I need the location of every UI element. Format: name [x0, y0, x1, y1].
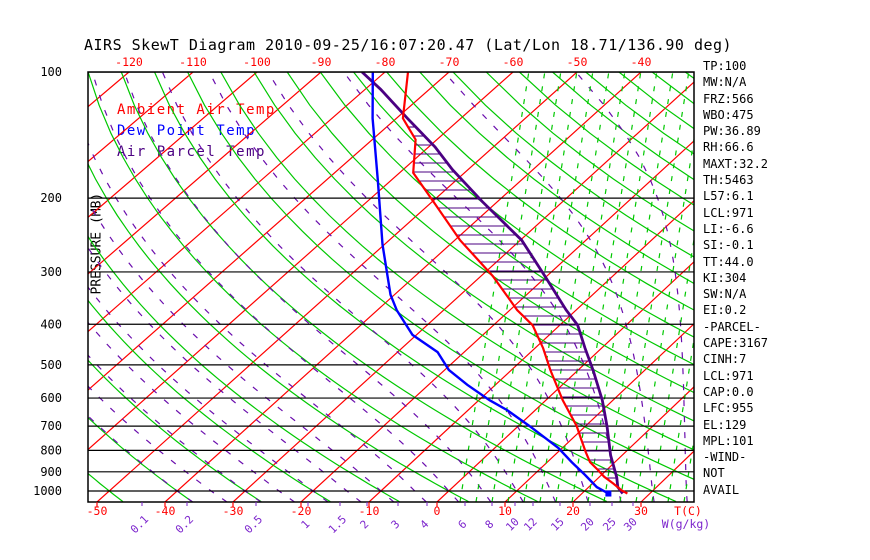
- panel-line: NOT: [703, 466, 725, 481]
- svg-text:-30: -30: [223, 504, 244, 518]
- svg-text:0: 0: [434, 504, 441, 518]
- panel-line: LFC:955: [703, 401, 754, 416]
- svg-text:3: 3: [389, 518, 403, 532]
- plot-border: [87, 71, 695, 503]
- svg-text:30: 30: [634, 504, 648, 518]
- panel-line: CAP:0.0: [703, 384, 754, 399]
- panel-line: MPL:101: [703, 433, 754, 448]
- panel-line: PW:36.89: [703, 124, 761, 139]
- svg-text:-110: -110: [179, 55, 207, 69]
- svg-text:900: 900: [40, 465, 62, 479]
- svg-text:-40: -40: [155, 504, 176, 518]
- legend-item-ambient-air-temp: Ambient Air Temp: [117, 102, 276, 118]
- sounding-curves: [361, 72, 628, 497]
- svg-text:1: 1: [299, 518, 313, 532]
- svg-text:W(g/kg): W(g/kg): [662, 517, 710, 531]
- svg-text:10: 10: [503, 515, 522, 534]
- svg-text:12: 12: [521, 515, 540, 534]
- dewpoint-surface-marker: [605, 490, 612, 497]
- svg-text:1.5: 1.5: [326, 513, 349, 536]
- svg-text:0.5: 0.5: [242, 513, 265, 536]
- legend: Ambient Air Temp Dew Point Temp Air Parcel…: [117, 100, 276, 163]
- svg-text:0.1: 0.1: [128, 513, 151, 536]
- svg-text:-100: -100: [243, 55, 271, 69]
- legend-item-air-parcel-temp: Air Parcel Temp: [117, 144, 266, 160]
- panel-line: MAXT:32.2: [703, 156, 769, 171]
- temperature-curve: [401, 72, 628, 495]
- svg-text:-20: -20: [291, 504, 312, 518]
- svg-text:6: 6: [456, 518, 470, 532]
- svg-text:30: 30: [621, 515, 640, 534]
- svg-text:200: 200: [40, 191, 62, 205]
- cape-hatch-area: [408, 126, 617, 479]
- svg-text:300: 300: [40, 265, 62, 279]
- panel-line: SI:-0.1: [703, 238, 754, 253]
- panel-line: LI:-6.6: [703, 221, 754, 236]
- svg-text:4: 4: [418, 517, 432, 531]
- panel-line: -WIND-: [703, 450, 747, 465]
- svg-text:700: 700: [40, 419, 62, 433]
- svg-text:20: 20: [578, 515, 597, 534]
- svg-text:2: 2: [358, 518, 372, 532]
- svg-text:10: 10: [498, 504, 512, 518]
- svg-text:-80: -80: [375, 55, 396, 69]
- svg-text:500: 500: [40, 358, 62, 372]
- panel-line: WBO:475: [703, 107, 754, 122]
- panel-line: -PARCEL-: [703, 319, 761, 334]
- svg-text:100: 100: [40, 65, 62, 79]
- panel-line: TP:100: [703, 59, 747, 73]
- svg-text:20: 20: [566, 504, 580, 518]
- svg-text:600: 600: [40, 391, 62, 405]
- panel-line: MW:N/A: [703, 75, 747, 90]
- panel-line: TH:5463: [703, 173, 754, 188]
- svg-text:-120: -120: [115, 55, 143, 69]
- panel-line: LCL:971: [703, 368, 754, 383]
- panel-line: CINH:7: [703, 352, 747, 367]
- svg-text:400: 400: [40, 317, 62, 331]
- svg-text:T(C): T(C): [674, 504, 702, 518]
- moist-adiabat-lines: [88, 72, 688, 502]
- svg-text:-50: -50: [567, 55, 588, 69]
- svg-text:-90: -90: [311, 55, 332, 69]
- svg-text:15: 15: [548, 515, 567, 534]
- svg-text:1000: 1000: [33, 484, 62, 498]
- panel-line: EI:0.2: [703, 303, 747, 318]
- svg-text:0.2: 0.2: [173, 513, 196, 536]
- svg-text:8: 8: [483, 518, 497, 532]
- dewpoint-curve: [371, 72, 609, 495]
- panel-line: SW:N/A: [703, 287, 747, 302]
- panel-line: LCL:971: [703, 205, 754, 220]
- svg-text:-60: -60: [503, 55, 524, 69]
- svg-text:800: 800: [40, 443, 62, 457]
- svg-text:-40: -40: [631, 55, 652, 69]
- panel-line: L57:6.1: [703, 189, 754, 204]
- pressure-lines: [88, 72, 694, 492]
- chart-title: AIRS SkewT Diagram 2010-09-25/16:07:20.4…: [84, 36, 733, 54]
- svg-text:-50: -50: [87, 504, 108, 518]
- panel-line: AVAIL: [703, 482, 740, 497]
- indices-panel: TP:100 MW:N/A FRZ:566 WBO:475 PW:36.89 RH:66.…: [703, 58, 768, 498]
- panel-line: EL:129: [703, 417, 747, 432]
- isotherm-lines: [88, 72, 694, 502]
- parcel-curve: [361, 72, 624, 495]
- panel-line: RH:66.6: [703, 140, 754, 155]
- panel-line: TT:44.0: [703, 254, 754, 269]
- dry-adiabat-lines: [88, 72, 694, 502]
- panel-line: KI:304: [703, 270, 747, 285]
- svg-text:-70: -70: [439, 55, 460, 69]
- svg-text:25: 25: [600, 515, 619, 534]
- panel-line: CAPE:3167: [703, 336, 769, 351]
- svg-text:-10: -10: [359, 504, 380, 518]
- panel-line: FRZ:566: [703, 91, 754, 106]
